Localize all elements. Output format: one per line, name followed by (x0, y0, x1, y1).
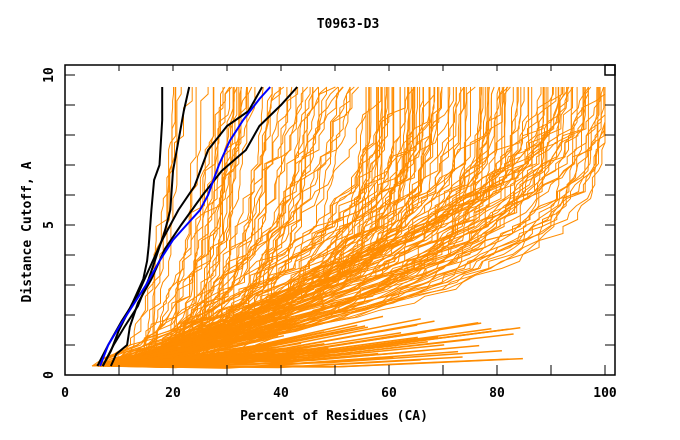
y-tick-label: 5 (42, 221, 57, 229)
model-curve (96, 87, 176, 367)
model-curve (112, 87, 572, 367)
y-tick-label: 0 (42, 371, 57, 379)
model-curve (114, 87, 273, 367)
model-curve (108, 87, 214, 367)
series-black-1 (101, 87, 164, 367)
model-curve (105, 87, 182, 367)
model-curve (110, 87, 471, 367)
axis-ticks (64, 65, 615, 376)
model-curve (115, 87, 209, 367)
model-curve (94, 87, 415, 367)
model-curve (109, 356, 394, 367)
x-tick-label: 0 (61, 386, 69, 401)
model-curve (99, 87, 503, 367)
x-tick-label: 60 (381, 386, 397, 401)
model-curve (101, 87, 559, 367)
model-curve (106, 87, 224, 367)
model-curve (117, 87, 395, 367)
model-curve (121, 87, 242, 367)
model-curve (125, 339, 282, 367)
model-curve (114, 87, 589, 367)
x-tick-label: 80 (489, 386, 505, 401)
model-curve (118, 87, 584, 367)
plot-frame (64, 64, 616, 376)
model-curve (102, 87, 482, 367)
model-curve (97, 87, 388, 367)
model-curve (135, 86, 598, 367)
model-curve (99, 324, 418, 367)
model-curve (138, 87, 390, 367)
x-axis-label: Percent of Residues (CA) (240, 409, 428, 424)
model-curve (108, 87, 238, 367)
model-curve (131, 87, 256, 367)
model-curve (104, 87, 409, 367)
model-curve (103, 87, 585, 367)
x-tick-label: 20 (165, 386, 181, 401)
model-curve (103, 325, 298, 367)
model-curve (111, 87, 379, 367)
model-curve (116, 86, 554, 367)
corner-box (604, 64, 616, 76)
model-curve (92, 87, 383, 367)
y-axis-label: Distance Cutoff, A (20, 161, 35, 302)
model-curve (117, 87, 379, 367)
model-curve (118, 86, 309, 367)
chart-title: T0963-D3 (317, 17, 380, 32)
model-curve (128, 87, 606, 367)
model-curve (111, 87, 231, 367)
model-curve (112, 87, 599, 367)
model-curve (122, 87, 606, 367)
x-tick-label: 100 (593, 386, 617, 401)
model-curve (94, 87, 562, 367)
model-curve (128, 86, 511, 367)
model-curve (97, 86, 495, 367)
model-curve (115, 87, 533, 367)
model-curve (113, 87, 367, 367)
model-curve (97, 87, 454, 367)
model-curve (95, 86, 505, 367)
background-model-curves (91, 86, 606, 369)
x-tick-label: 40 (273, 386, 289, 401)
model-curve (91, 87, 449, 367)
highlighted-curves (96, 86, 298, 367)
model-curve (105, 87, 522, 367)
model-curve (119, 87, 248, 367)
y-tick-label: 10 (42, 67, 57, 83)
series-blue (99, 86, 271, 367)
model-curve (117, 86, 495, 367)
series-black-4 (109, 86, 298, 367)
model-curve (120, 336, 439, 367)
model-curve (119, 87, 370, 367)
model-curve (104, 87, 605, 367)
model-curve (117, 87, 606, 367)
model-curve (112, 87, 288, 367)
